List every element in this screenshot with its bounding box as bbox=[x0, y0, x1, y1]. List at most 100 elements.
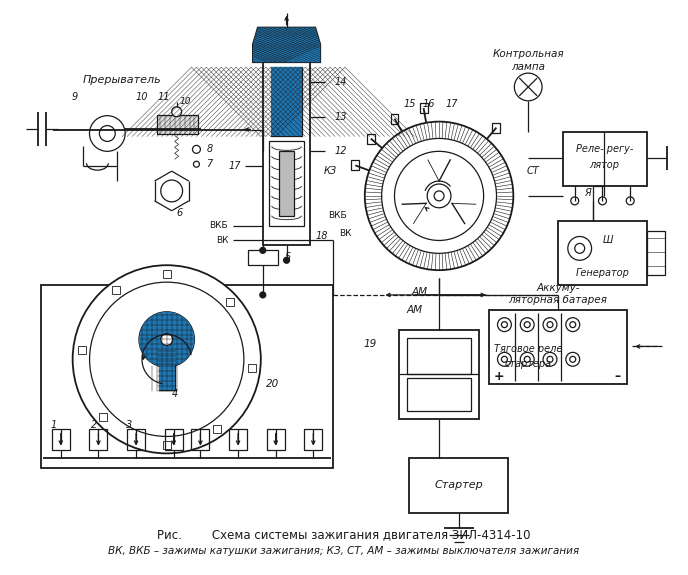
Circle shape bbox=[524, 321, 530, 328]
Circle shape bbox=[566, 352, 580, 366]
Text: 8: 8 bbox=[206, 144, 213, 154]
Bar bbox=[420, 103, 427, 113]
Circle shape bbox=[524, 356, 530, 362]
Circle shape bbox=[394, 151, 484, 240]
Circle shape bbox=[260, 292, 266, 298]
Bar bbox=[159, 365, 175, 390]
Text: ВКБ: ВКБ bbox=[210, 221, 228, 230]
Bar bbox=[279, 151, 294, 216]
Text: 11: 11 bbox=[158, 92, 170, 102]
Circle shape bbox=[193, 145, 200, 154]
Text: Реле- регу-: Реле- регу- bbox=[576, 144, 633, 154]
Circle shape bbox=[139, 312, 195, 367]
Bar bbox=[270, 67, 303, 136]
Text: Тяговое реле: Тяговое реле bbox=[494, 344, 562, 354]
Text: Стартер: Стартер bbox=[435, 480, 483, 490]
Text: КЗ: КЗ bbox=[323, 166, 336, 176]
Text: –: – bbox=[614, 370, 621, 382]
Circle shape bbox=[382, 139, 497, 254]
Text: Рис.        Схема системы зажигания двигателя ЗИЛ-4314-10: Рис. Схема системы зажигания двигателя З… bbox=[158, 528, 530, 541]
Bar bbox=[493, 122, 500, 133]
Text: ляторная батарея: ляторная батарея bbox=[508, 295, 608, 305]
Text: 19: 19 bbox=[363, 339, 376, 350]
Text: Аккуму-: Аккуму- bbox=[536, 283, 580, 293]
Bar bbox=[164, 428, 182, 450]
Bar bbox=[391, 114, 398, 124]
Text: 1: 1 bbox=[50, 420, 57, 430]
Circle shape bbox=[161, 180, 182, 202]
Text: 2: 2 bbox=[91, 420, 97, 430]
Bar bbox=[263, 62, 310, 246]
Circle shape bbox=[520, 318, 534, 332]
Circle shape bbox=[574, 243, 585, 254]
Bar bbox=[163, 441, 171, 449]
Text: СТ: СТ bbox=[527, 166, 539, 176]
Circle shape bbox=[365, 122, 513, 270]
Text: 17: 17 bbox=[228, 161, 241, 171]
Circle shape bbox=[434, 191, 444, 201]
Circle shape bbox=[568, 236, 592, 260]
Bar bbox=[157, 114, 198, 135]
Text: 6: 6 bbox=[177, 208, 183, 218]
Bar bbox=[352, 160, 359, 170]
Circle shape bbox=[515, 73, 542, 101]
Circle shape bbox=[502, 321, 508, 328]
Text: Контрольная: Контрольная bbox=[493, 49, 564, 59]
Bar bbox=[270, 67, 303, 136]
Text: 12: 12 bbox=[334, 146, 347, 156]
Text: 10: 10 bbox=[136, 92, 148, 102]
Bar bbox=[269, 141, 304, 225]
Circle shape bbox=[427, 184, 451, 208]
Circle shape bbox=[543, 318, 557, 332]
Text: 10: 10 bbox=[180, 97, 191, 106]
Text: 16: 16 bbox=[423, 99, 436, 109]
Text: АМ: АМ bbox=[406, 305, 422, 315]
Text: лятор: лятор bbox=[590, 160, 619, 170]
Text: Прерыватель: Прерыватель bbox=[83, 75, 162, 85]
Circle shape bbox=[260, 247, 266, 254]
Circle shape bbox=[599, 197, 606, 205]
Bar bbox=[367, 133, 375, 144]
Bar bbox=[488, 310, 627, 384]
Bar bbox=[127, 428, 145, 450]
Bar bbox=[41, 285, 333, 468]
Circle shape bbox=[571, 197, 579, 205]
Bar bbox=[409, 458, 508, 513]
Text: 15: 15 bbox=[403, 99, 416, 109]
Bar bbox=[304, 428, 322, 450]
Circle shape bbox=[566, 318, 580, 332]
Text: 5: 5 bbox=[285, 252, 291, 262]
Bar bbox=[89, 428, 107, 450]
Text: 9: 9 bbox=[72, 92, 78, 102]
Text: ВК, ВКБ – зажимы катушки зажигания; КЗ, СТ, АМ – зажимы выключателя зажигания: ВК, ВКБ – зажимы катушки зажигания; КЗ, … bbox=[109, 546, 579, 557]
Text: 13: 13 bbox=[334, 112, 347, 122]
Text: 7: 7 bbox=[206, 159, 213, 169]
Bar bbox=[267, 428, 285, 450]
Bar bbox=[213, 424, 221, 432]
Circle shape bbox=[547, 321, 553, 328]
Text: ВК: ВК bbox=[215, 236, 228, 245]
Text: стартера: стартера bbox=[504, 359, 552, 369]
Text: Я: Я bbox=[584, 188, 591, 198]
Circle shape bbox=[172, 107, 182, 117]
Circle shape bbox=[502, 356, 508, 362]
Bar bbox=[159, 365, 175, 390]
Circle shape bbox=[161, 334, 173, 346]
Text: АМ: АМ bbox=[411, 287, 427, 297]
Bar bbox=[647, 231, 665, 275]
Bar bbox=[191, 428, 209, 450]
Text: Генератор: Генератор bbox=[576, 268, 630, 278]
Circle shape bbox=[547, 356, 553, 362]
Text: 17: 17 bbox=[446, 99, 458, 109]
Text: 20: 20 bbox=[266, 379, 279, 389]
Circle shape bbox=[543, 352, 557, 366]
Text: +: + bbox=[493, 370, 504, 382]
Bar bbox=[112, 286, 120, 294]
Text: 18: 18 bbox=[315, 231, 327, 240]
Bar bbox=[52, 428, 69, 450]
Text: Ш: Ш bbox=[602, 235, 612, 246]
Polygon shape bbox=[253, 28, 320, 62]
Circle shape bbox=[570, 356, 576, 362]
Text: 4: 4 bbox=[171, 389, 178, 399]
Circle shape bbox=[99, 125, 115, 141]
